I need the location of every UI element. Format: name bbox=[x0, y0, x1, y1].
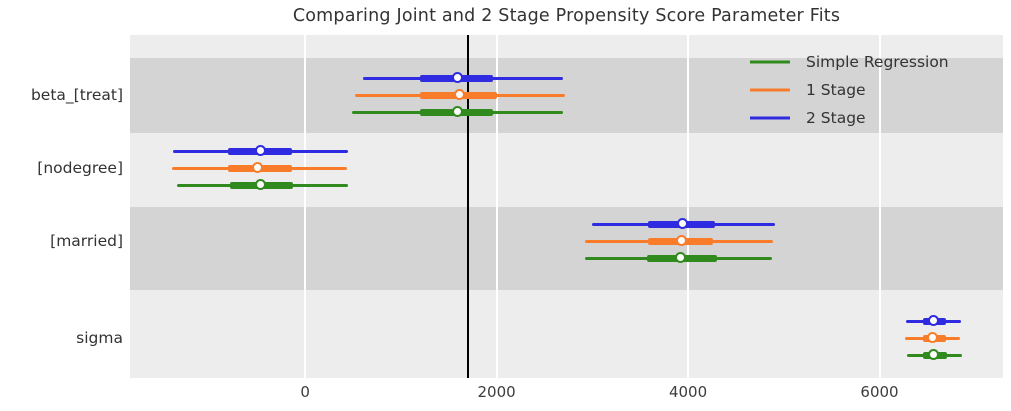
x-tick-label: 2000 bbox=[477, 383, 516, 401]
reference-line bbox=[466, 35, 470, 378]
median-marker bbox=[452, 72, 464, 83]
x-tick-label: 6000 bbox=[860, 383, 899, 401]
median-marker bbox=[452, 106, 464, 117]
y-tick-label: sigma bbox=[76, 329, 123, 347]
y-tick-label: beta_[treat] bbox=[30, 86, 123, 104]
median-marker bbox=[677, 218, 689, 229]
y-tick-label: [married] bbox=[50, 232, 123, 250]
chart-title: Comparing Joint and 2 Stage Propensity S… bbox=[292, 6, 841, 26]
median-marker bbox=[676, 235, 688, 246]
median-marker bbox=[255, 179, 267, 190]
x-tick-label: 0 bbox=[300, 383, 310, 401]
median-marker bbox=[928, 349, 940, 360]
x-tick-label: 4000 bbox=[668, 383, 708, 401]
parameter-band bbox=[130, 58, 1003, 133]
grid-line bbox=[878, 35, 881, 378]
median-marker bbox=[454, 89, 466, 100]
median-marker bbox=[927, 332, 939, 343]
median-marker bbox=[928, 315, 940, 326]
grid-line bbox=[304, 35, 307, 378]
parameter-band bbox=[130, 207, 1003, 290]
grid-line bbox=[687, 35, 690, 378]
median-marker bbox=[675, 252, 687, 263]
grid-line bbox=[495, 35, 498, 378]
median-marker bbox=[252, 162, 264, 173]
y-tick-label: [nodegree] bbox=[37, 159, 123, 177]
median-marker bbox=[255, 145, 267, 156]
plot-area bbox=[130, 35, 1003, 378]
